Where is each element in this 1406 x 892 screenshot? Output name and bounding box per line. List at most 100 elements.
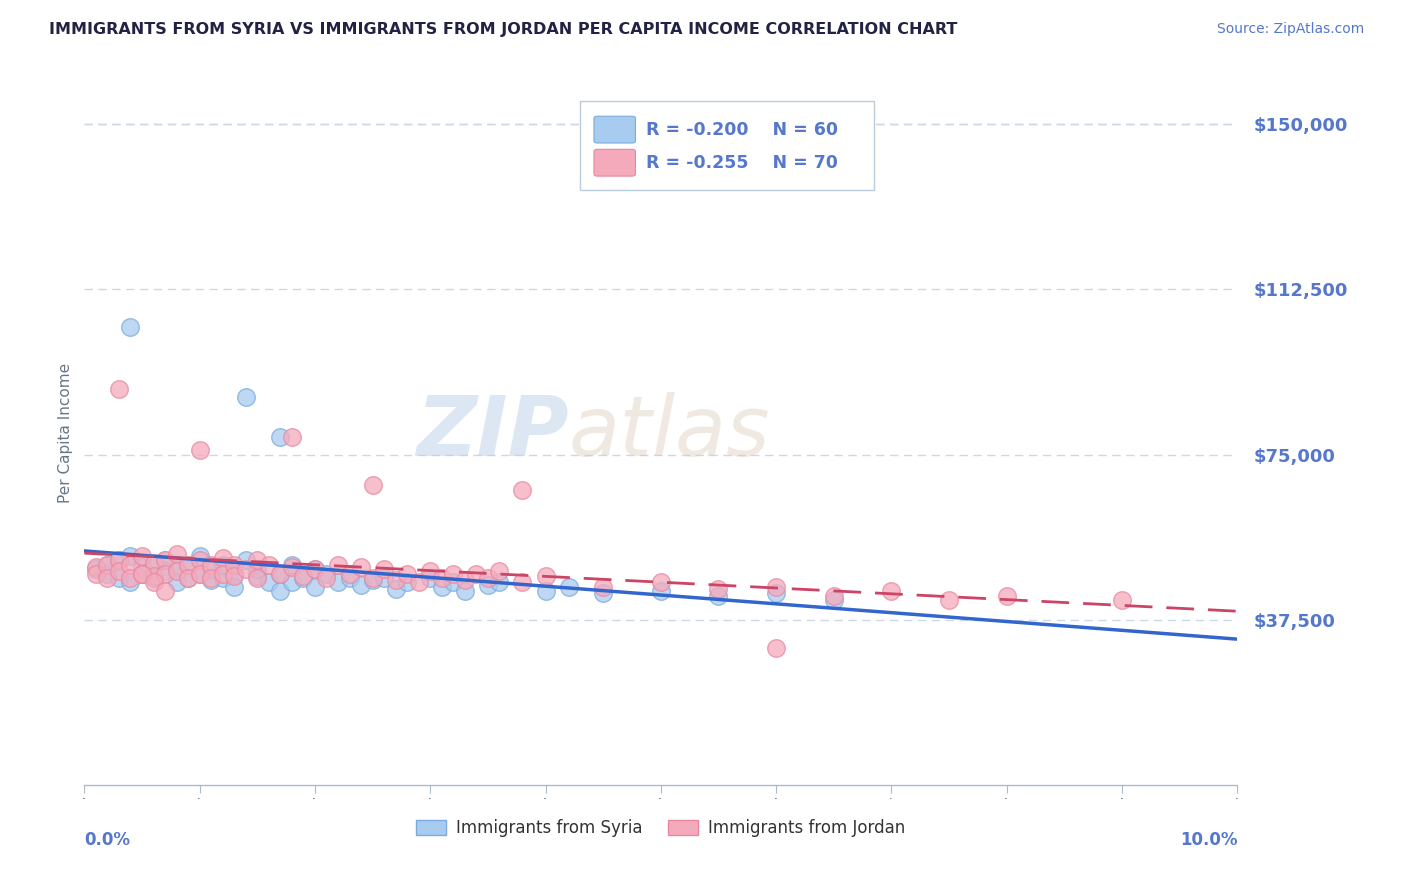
Point: [108, 553, 131, 567]
Point: [396, 566, 419, 581]
Point: [304, 562, 326, 576]
Point: [96, 558, 118, 572]
Point: [108, 553, 131, 567]
Point: [880, 584, 903, 599]
Point: [142, 571, 165, 585]
Point: [177, 558, 200, 572]
Point: [315, 571, 337, 585]
Point: [153, 553, 176, 567]
Point: [454, 584, 477, 599]
Point: [315, 566, 337, 581]
Point: [373, 562, 395, 576]
FancyBboxPatch shape: [581, 102, 875, 189]
Point: [84, 566, 107, 581]
Point: [131, 566, 153, 581]
Point: [131, 549, 153, 563]
Point: [488, 575, 510, 590]
Point: [131, 566, 153, 581]
Point: [326, 575, 349, 590]
Point: [326, 558, 349, 572]
Point: [304, 580, 326, 594]
Point: [765, 580, 787, 594]
Point: [177, 571, 200, 585]
Point: [477, 577, 499, 591]
Point: [211, 571, 233, 585]
Point: [488, 565, 510, 579]
Point: [269, 566, 291, 581]
Point: [384, 573, 406, 587]
Point: [235, 553, 257, 567]
Point: [281, 430, 304, 444]
Legend: Immigrants from Syria, Immigrants from Jordan: Immigrants from Syria, Immigrants from J…: [409, 813, 912, 844]
Point: [200, 558, 222, 572]
Point: [96, 571, 118, 585]
Point: [142, 556, 165, 570]
Point: [430, 580, 453, 594]
Point: [188, 566, 211, 581]
Point: [211, 558, 233, 572]
Text: ZIP: ZIP: [416, 392, 568, 473]
Point: [246, 562, 269, 576]
Text: 10.0%: 10.0%: [1180, 830, 1237, 849]
Point: [177, 558, 200, 572]
Point: [120, 575, 142, 590]
Point: [361, 478, 384, 492]
Point: [269, 584, 291, 599]
Point: [235, 562, 257, 576]
Point: [384, 582, 406, 596]
Point: [211, 566, 233, 581]
Point: [131, 566, 153, 581]
Point: [200, 571, 222, 585]
Point: [281, 558, 304, 572]
Point: [153, 553, 176, 567]
Point: [188, 549, 211, 563]
FancyBboxPatch shape: [593, 149, 636, 176]
Point: [120, 320, 142, 334]
Point: [823, 593, 845, 607]
Point: [224, 566, 246, 581]
Point: [592, 586, 614, 600]
Point: [465, 566, 488, 581]
Text: R = -0.200    N = 60: R = -0.200 N = 60: [645, 120, 838, 138]
Point: [153, 566, 176, 581]
Point: [995, 589, 1018, 603]
Point: [142, 575, 165, 590]
Point: [408, 575, 430, 590]
Point: [512, 483, 534, 497]
Point: [281, 575, 304, 590]
Point: [224, 568, 246, 582]
Point: [246, 571, 269, 585]
Point: [269, 430, 291, 444]
Point: [292, 571, 315, 585]
Point: [153, 584, 176, 599]
Point: [84, 562, 107, 576]
Point: [823, 589, 845, 603]
Point: [142, 558, 165, 572]
Point: [108, 565, 131, 579]
Point: [350, 577, 373, 591]
Point: [246, 553, 269, 567]
Point: [534, 568, 557, 582]
Point: [373, 571, 395, 585]
Point: [441, 575, 464, 590]
Point: [166, 575, 188, 590]
Point: [224, 580, 246, 594]
Point: [454, 573, 477, 587]
Point: [419, 571, 441, 585]
Point: [304, 562, 326, 576]
Text: R = -0.255    N = 70: R = -0.255 N = 70: [645, 153, 838, 172]
Point: [166, 547, 188, 561]
Point: [211, 551, 233, 566]
Text: IMMIGRANTS FROM SYRIA VS IMMIGRANTS FROM JORDAN PER CAPITA INCOME CORRELATION CH: IMMIGRANTS FROM SYRIA VS IMMIGRANTS FROM…: [49, 22, 957, 37]
Point: [153, 565, 176, 579]
Point: [534, 584, 557, 599]
Point: [396, 575, 419, 590]
Point: [108, 382, 131, 396]
Point: [120, 571, 142, 585]
Point: [477, 571, 499, 585]
Point: [419, 565, 441, 579]
Point: [707, 582, 730, 596]
Point: [269, 566, 291, 581]
Point: [361, 571, 384, 585]
FancyBboxPatch shape: [593, 116, 636, 143]
